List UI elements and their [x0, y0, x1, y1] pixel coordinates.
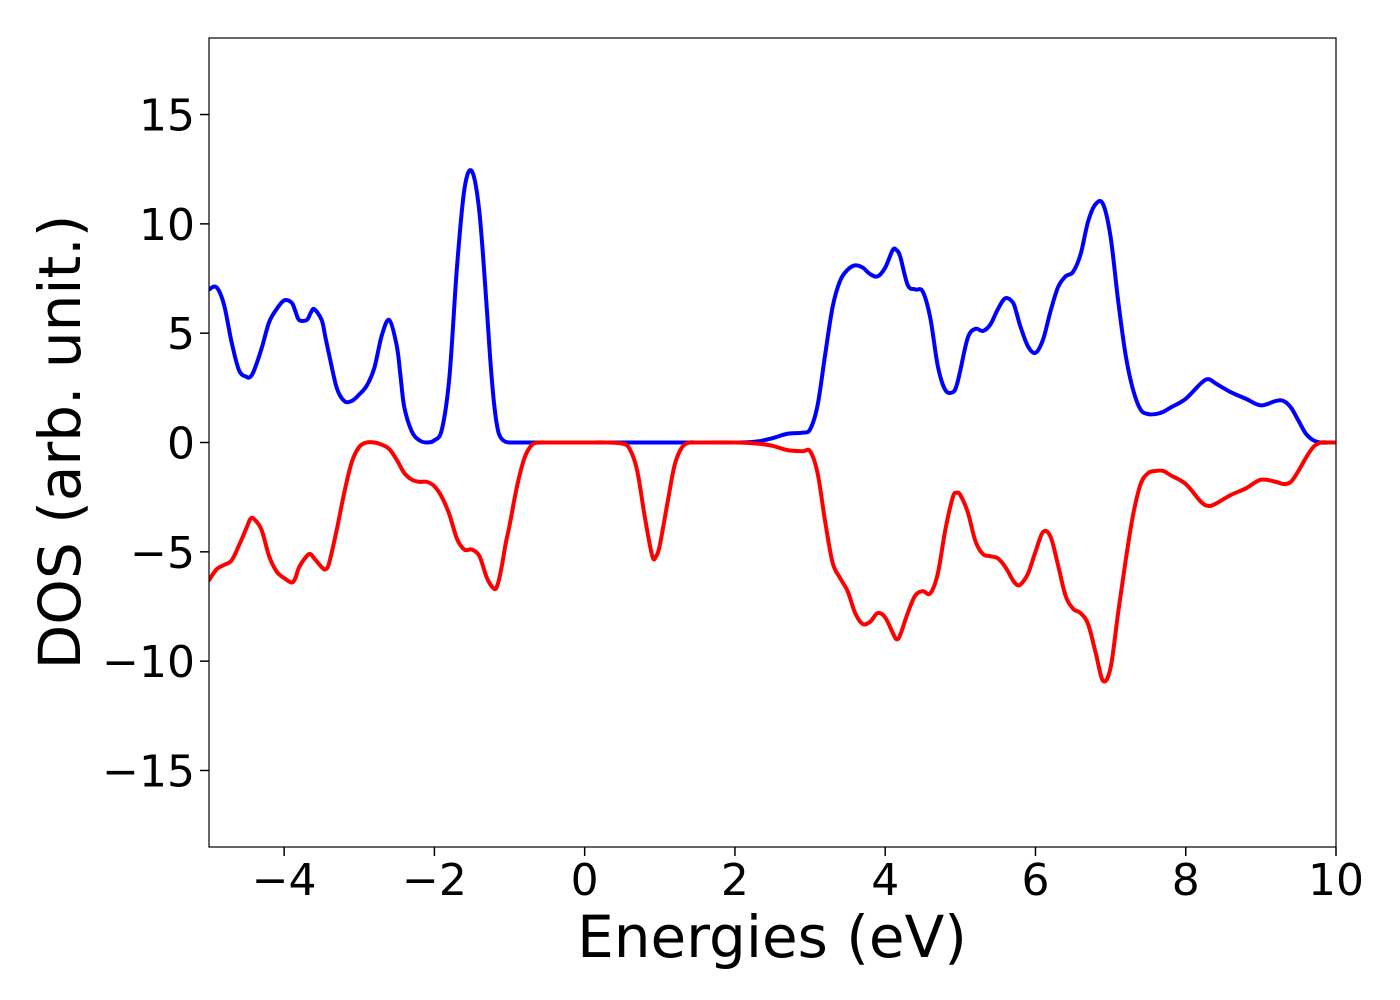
- axis-ticks: −4 −2 0 2 4 6 8 10 −15 −10 −5 0 5 10 15: [102, 91, 1364, 906]
- series-line-spin-down: [209, 440, 1336, 684]
- x-tick-label: 6: [1021, 855, 1049, 906]
- series-line-spin-up: [209, 168, 1336, 445]
- x-tick-label: −2: [402, 855, 467, 906]
- x-tick-label: 4: [871, 855, 899, 906]
- plot-area: [209, 168, 1336, 684]
- y-tick-label: 10: [139, 200, 195, 251]
- x-tick-label: 8: [1172, 855, 1200, 906]
- y-axis-title: DOS (arb. unit.): [26, 215, 94, 670]
- x-tick-label: −4: [252, 855, 317, 906]
- y-tick-label: 15: [139, 91, 195, 142]
- y-tick-label: −10: [102, 637, 195, 688]
- x-axis-title: Energies (eV): [577, 903, 967, 971]
- plot-frame: [208, 37, 1337, 848]
- y-tick-label: 5: [167, 309, 195, 360]
- x-tick-label: 0: [571, 855, 599, 906]
- y-tick-label: −15: [102, 746, 195, 797]
- x-tick-label: 2: [721, 855, 749, 906]
- y-tick-label: 0: [167, 419, 195, 470]
- x-tick-label: 10: [1308, 855, 1364, 906]
- y-tick-label: −5: [130, 528, 195, 579]
